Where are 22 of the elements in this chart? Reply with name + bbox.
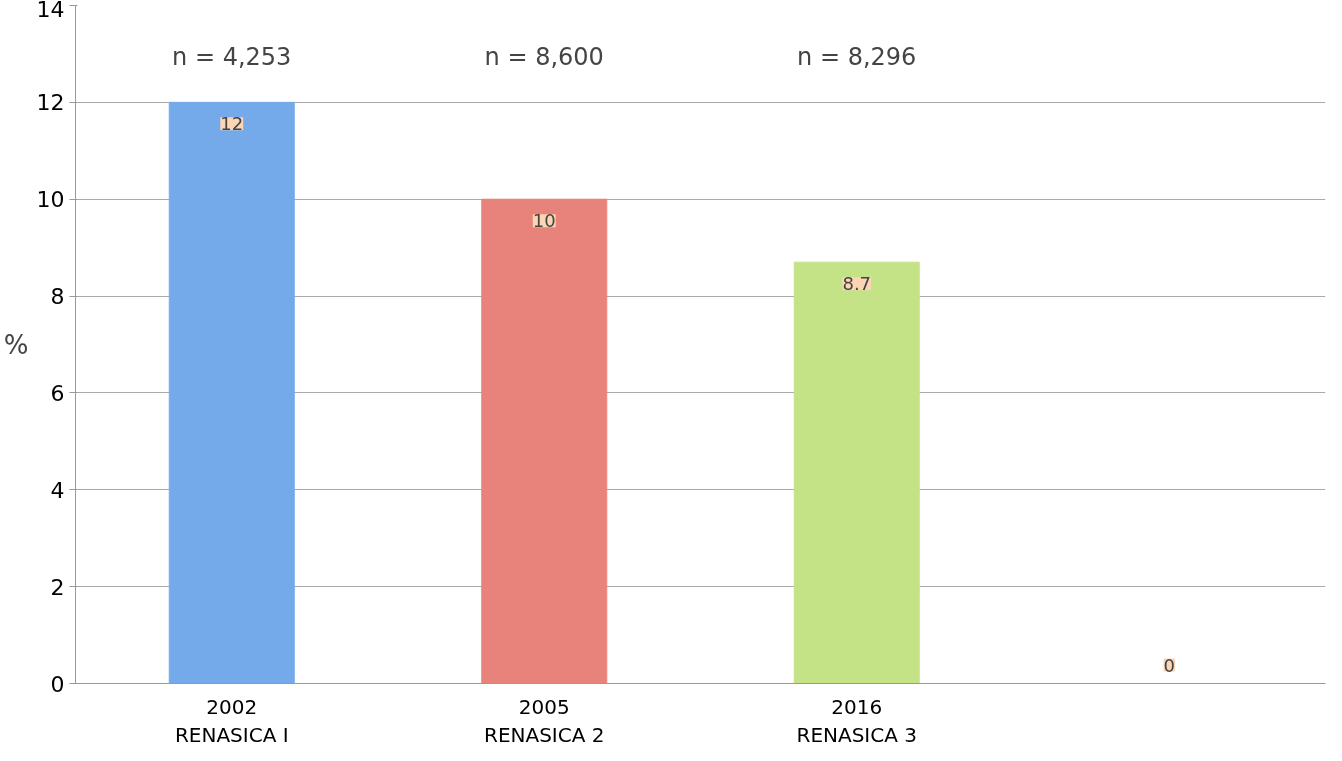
data-label: 12 [220,113,244,135]
bar [168,101,295,684]
y-tick-label: 14 [36,0,65,22]
y-tick-label: 2 [50,574,65,600]
y-tick-label: 0 [50,671,65,697]
y-tick-label: 8 [50,284,65,310]
annotation: n = 8,600 [484,42,604,71]
annotation: n = 8,296 [797,42,917,71]
x-tick-label: 2002 RENASICA I [174,694,289,748]
y-tick-label: 6 [50,380,65,406]
bar [481,198,608,684]
x-tick-label: 2005 RENASICA 2 [484,694,605,748]
bar [793,261,920,684]
y-axis-title: % [3,329,29,360]
y-tick-label: 10 [36,187,65,213]
data-label: 10 [532,210,556,232]
data-label: 8.7 [842,273,872,295]
data-label: 0 [1163,654,1175,676]
annotation: n = 4,253 [172,42,292,71]
y-tick-label: 12 [36,90,65,116]
y-tick-label: 4 [50,477,65,503]
x-tick-label: 2016 RENASICA 3 [796,694,917,748]
